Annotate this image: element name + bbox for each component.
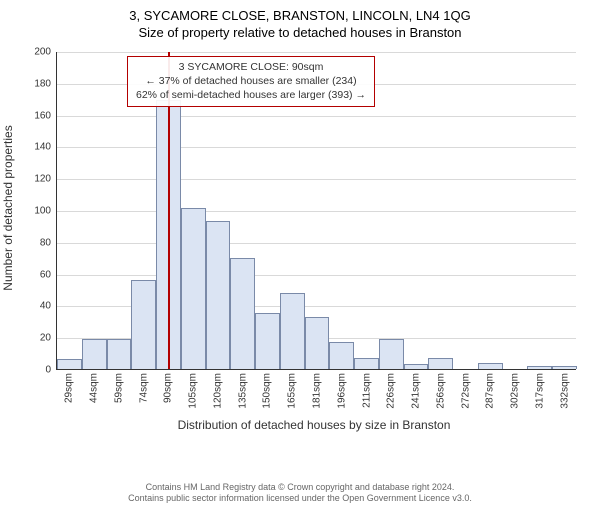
x-tick-label: 211sqm — [361, 373, 372, 408]
x-tick-label: 181sqm — [312, 373, 323, 409]
histogram-bar — [404, 364, 429, 369]
x-tick-label: 196sqm — [336, 373, 347, 409]
y-tick-label: 20 — [40, 333, 57, 344]
x-tick-label: 165sqm — [287, 373, 298, 409]
y-tick-label: 200 — [34, 47, 57, 58]
x-tick-label: 120sqm — [212, 373, 223, 409]
y-tick-label: 120 — [34, 174, 57, 185]
chart-title-main: 3, SYCAMORE CLOSE, BRANSTON, LINCOLN, LN… — [0, 8, 600, 23]
gridline — [57, 52, 576, 53]
annotation-line-3: 62% of semi-detached houses are larger (… — [136, 88, 366, 102]
gridline — [57, 211, 576, 212]
x-tick-label: 287sqm — [485, 373, 496, 409]
histogram-bar — [552, 366, 577, 369]
footer-attribution: Contains HM Land Registry data © Crown c… — [0, 482, 600, 505]
x-tick-label: 150sqm — [262, 373, 273, 409]
footer-line-1: Contains HM Land Registry data © Crown c… — [0, 482, 600, 493]
chart-container: 02040608010012014016018020029sqm44sqm59s… — [48, 52, 580, 432]
histogram-bar — [478, 363, 503, 369]
y-tick-label: 100 — [34, 206, 57, 217]
histogram-bar — [131, 280, 156, 369]
histogram-bar — [305, 317, 330, 369]
x-tick-label: 105sqm — [188, 373, 199, 409]
y-axis-label: Number of detached properties — [1, 125, 15, 290]
gridline — [57, 147, 576, 148]
gridline — [57, 116, 576, 117]
histogram-bar — [230, 258, 255, 369]
histogram-bar — [329, 342, 354, 369]
y-tick-label: 60 — [40, 269, 57, 280]
annotation-line-1: 3 SYCAMORE CLOSE: 90sqm — [136, 60, 366, 74]
y-tick-label: 0 — [45, 365, 57, 376]
y-tick-label: 140 — [34, 142, 57, 153]
x-tick-label: 74sqm — [138, 373, 149, 403]
histogram-bar — [428, 358, 453, 369]
histogram-bar — [181, 208, 206, 369]
gridline — [57, 179, 576, 180]
plot-area: 02040608010012014016018020029sqm44sqm59s… — [56, 52, 576, 370]
x-tick-label: 226sqm — [386, 373, 397, 409]
x-tick-label: 59sqm — [113, 373, 124, 403]
histogram-bar — [82, 339, 107, 369]
x-tick-label: 135sqm — [237, 373, 248, 409]
x-tick-label: 302sqm — [510, 373, 521, 409]
y-tick-label: 180 — [34, 78, 57, 89]
histogram-bar — [527, 366, 552, 369]
histogram-bar — [379, 339, 404, 369]
x-tick-label: 256sqm — [435, 373, 446, 409]
histogram-bar — [255, 313, 280, 369]
annotation-box: 3 SYCAMORE CLOSE: 90sqm ← 37% of detache… — [127, 56, 375, 107]
y-tick-label: 80 — [40, 237, 57, 248]
histogram-bar — [206, 221, 231, 369]
y-tick-label: 160 — [34, 110, 57, 121]
histogram-bar — [280, 293, 305, 369]
x-tick-label: 44sqm — [89, 373, 100, 403]
gridline — [57, 243, 576, 244]
footer-line-2: Contains public sector information licen… — [0, 493, 600, 504]
x-tick-label: 317sqm — [534, 373, 545, 409]
histogram-bar — [57, 359, 82, 369]
annotation-line-2: ← 37% of detached houses are smaller (23… — [136, 74, 366, 88]
gridline — [57, 275, 576, 276]
histogram-bar — [354, 358, 379, 369]
chart-title-sub: Size of property relative to detached ho… — [0, 25, 600, 40]
y-tick-label: 40 — [40, 301, 57, 312]
x-tick-label: 29sqm — [64, 373, 75, 403]
x-tick-label: 332sqm — [559, 373, 570, 409]
x-tick-label: 241sqm — [411, 373, 422, 409]
x-axis-label: Distribution of detached houses by size … — [48, 418, 580, 432]
histogram-bar — [107, 339, 132, 369]
x-tick-label: 90sqm — [163, 373, 174, 403]
x-tick-label: 272sqm — [460, 373, 471, 409]
